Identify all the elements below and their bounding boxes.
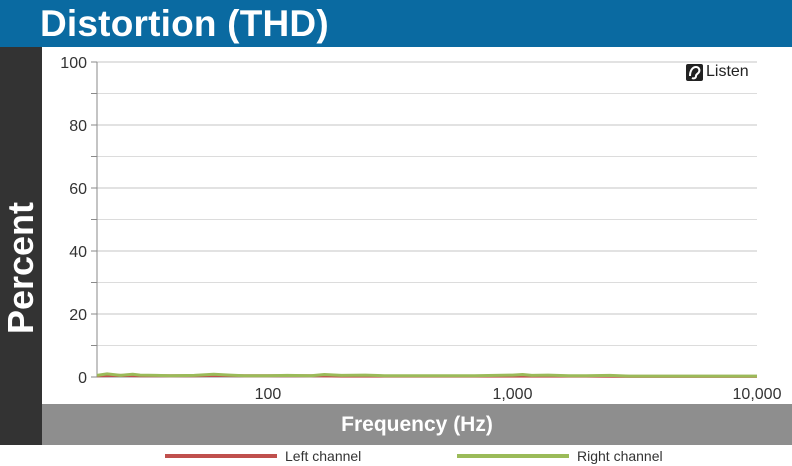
y-tick-label: 100 bbox=[60, 55, 87, 72]
x-tick-label: 10,000 bbox=[733, 386, 782, 403]
y-axis-label: Percent bbox=[0, 201, 41, 335]
y-tick-label: 40 bbox=[69, 244, 87, 261]
listen-logo-text: Listen bbox=[706, 63, 749, 80]
y-tick-label: 60 bbox=[69, 181, 87, 198]
legend-label-left-channel: Left channel bbox=[285, 448, 362, 464]
y-tick-label: 0 bbox=[78, 370, 87, 387]
listen-logo: Listen bbox=[686, 61, 749, 83]
legend-swatch-right-channel bbox=[457, 454, 569, 458]
chart-plot-area: 0 20 40 60 80 100 100 1,000 10,000 bbox=[60, 55, 782, 403]
x-axis-label: Frequency (Hz) bbox=[341, 413, 493, 436]
x-axis-label-bar: Frequency (Hz) bbox=[42, 404, 792, 445]
legend: Left channel Right channel bbox=[0, 446, 792, 466]
title-bar: Distortion (THD) bbox=[0, 0, 792, 47]
chart-title: Distortion (THD) bbox=[40, 3, 329, 44]
x-tick-label: 1,000 bbox=[492, 386, 532, 403]
y-tick-label: 80 bbox=[69, 118, 87, 135]
series-line-right-channel bbox=[96, 372, 757, 378]
y-tick-label: 20 bbox=[69, 307, 87, 324]
legend-item-left-channel: Left channel bbox=[165, 446, 361, 466]
x-tick-label: 100 bbox=[255, 386, 282, 403]
legend-item-right-channel: Right channel bbox=[457, 446, 663, 466]
legend-swatch-left-channel bbox=[165, 454, 277, 458]
y-axis-label-bar: Percent bbox=[0, 47, 42, 445]
listen-logo-icon bbox=[686, 63, 703, 81]
legend-label-right-channel: Right channel bbox=[577, 448, 663, 464]
